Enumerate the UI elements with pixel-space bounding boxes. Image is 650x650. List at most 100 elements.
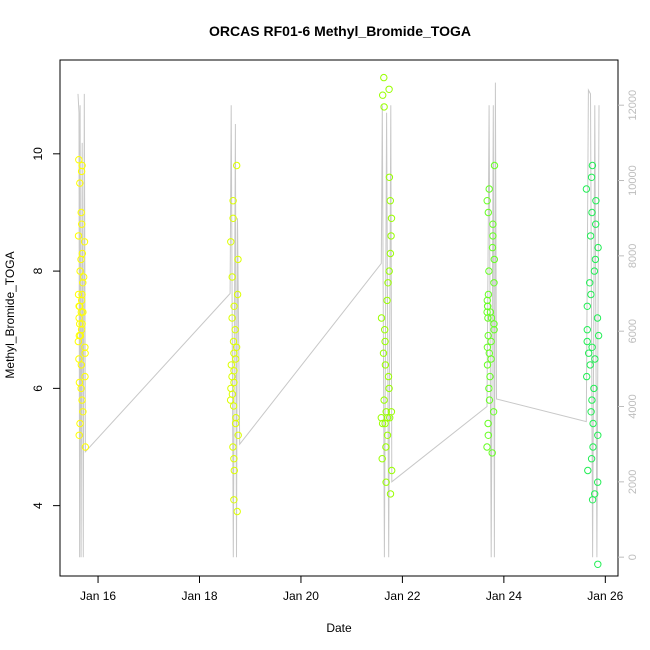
data-point: [588, 161, 597, 170]
data-point: [78, 161, 86, 170]
data-point: [490, 320, 498, 328]
data-point: [383, 296, 391, 305]
data-point: [387, 214, 396, 223]
data-point: [485, 384, 493, 393]
data-point: [586, 279, 594, 287]
data-point: [489, 408, 498, 416]
data-point: [588, 496, 597, 504]
data-point: [229, 197, 237, 205]
data-point: [586, 232, 595, 240]
data-point: [488, 449, 496, 457]
data-point: [381, 337, 389, 346]
data-point: [385, 267, 393, 275]
data-point: [386, 490, 395, 498]
data-point: [379, 91, 387, 99]
data-point: [485, 185, 493, 193]
data-point: [380, 73, 388, 82]
data-point: [228, 314, 236, 322]
y-tick-label: 8: [31, 267, 45, 274]
data-point: [386, 414, 394, 422]
data-point: [594, 243, 602, 252]
data-point: [78, 290, 86, 299]
data-point: [490, 255, 498, 264]
data-point: [230, 349, 238, 357]
data-point: [587, 408, 595, 416]
data-point: [233, 161, 241, 170]
data-point: [594, 560, 602, 568]
x-tick-label: Jan 24: [486, 589, 522, 603]
data-point: [589, 419, 597, 428]
series-2016-01-15: [74, 156, 90, 451]
data-point: [490, 326, 498, 334]
data-point: [490, 161, 499, 170]
axis-ticks: Jan 16 Jan 18 Jan 20 Jan 22 Jan 24 Jan 26 4 6 8 1…: [31, 90, 639, 603]
data-point: [485, 396, 494, 404]
x-tick-label: Jan 18: [181, 589, 217, 603]
data-point: [79, 279, 87, 287]
data-point: [229, 337, 238, 346]
data-point: [592, 220, 600, 228]
y-axis-label: Methyl_Bromide_TOGA: [3, 251, 17, 378]
y2-tick-label: 0: [627, 554, 639, 560]
y2-tick-label: 2000: [627, 470, 639, 494]
data-point: [77, 384, 85, 393]
data-point: [229, 402, 238, 410]
data-point: [484, 290, 493, 299]
y2-tick-label: 12000: [627, 90, 639, 121]
data-point: [81, 349, 89, 357]
data-point: [484, 208, 492, 217]
data-point: [230, 302, 238, 310]
data-point: [388, 466, 396, 475]
data-point: [488, 243, 497, 252]
data-point: [385, 384, 393, 393]
data-point: [485, 267, 493, 275]
data-point: [486, 372, 494, 381]
data-point: [229, 214, 237, 223]
x-tick-label: Jan 16: [80, 589, 116, 603]
data-point: [587, 173, 596, 182]
data-point: [230, 455, 238, 463]
data-point: [75, 431, 83, 439]
data-point: [385, 85, 393, 94]
data-point: [230, 367, 238, 375]
data-point: [489, 220, 497, 228]
data-point: [382, 408, 390, 416]
data-point: [75, 302, 83, 310]
data-point: [81, 372, 89, 381]
data-point: [583, 326, 591, 334]
data-point: [229, 443, 237, 451]
data-point: [583, 372, 591, 381]
data-point: [76, 179, 84, 187]
data-point: [81, 443, 90, 451]
data-point: [484, 419, 492, 428]
data-point: [381, 326, 389, 334]
data-point: [384, 372, 393, 381]
data-point: [582, 185, 591, 193]
data-point: [592, 197, 600, 205]
data-point: [234, 255, 242, 264]
y2-tick-label: 8000: [627, 244, 639, 268]
data-point: [384, 279, 392, 287]
data-point: [79, 408, 87, 416]
data-point: [382, 443, 390, 451]
data-point: [483, 443, 491, 451]
data-point: [583, 302, 591, 310]
data-point: [377, 314, 386, 322]
plot-area: [59, 59, 619, 577]
data-point: [76, 320, 84, 328]
data-point: [589, 443, 597, 451]
data-point: [387, 232, 395, 240]
data-point: [74, 290, 83, 299]
data-point: [76, 267, 84, 275]
data-point: [588, 396, 596, 404]
data-point: [594, 331, 603, 340]
y-tick-label: 4: [31, 502, 45, 509]
data-point: [383, 431, 392, 439]
chart-title: ORCAS RF01-6 Methyl_Bromide_TOGA: [209, 23, 471, 39]
data-point: [483, 197, 491, 205]
data-point: [585, 349, 593, 357]
x-axis-label: Date: [326, 621, 352, 635]
data-point: [587, 290, 595, 299]
data-point: [231, 419, 240, 428]
data-point: [379, 349, 388, 357]
